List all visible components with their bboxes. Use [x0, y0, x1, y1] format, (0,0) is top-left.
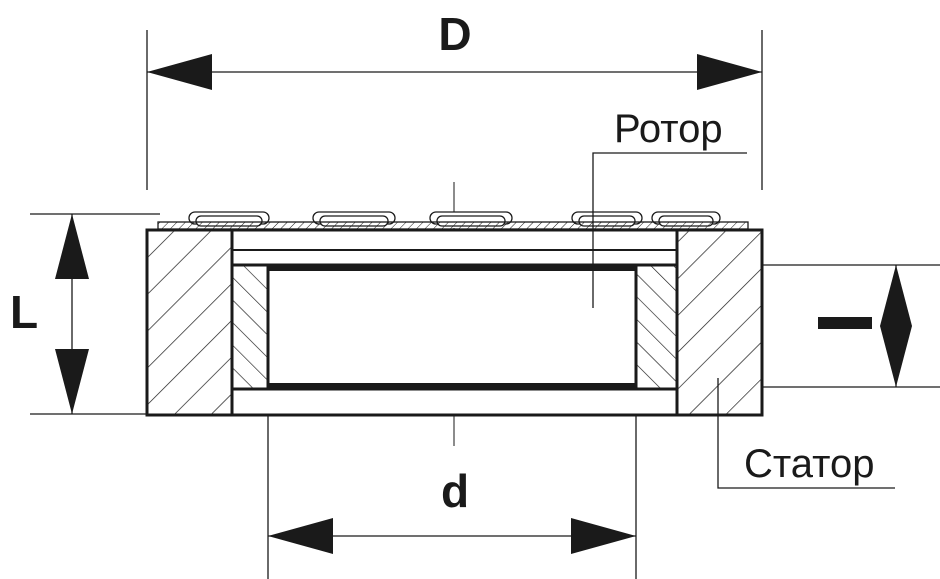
rotor-right-section [634, 263, 679, 391]
label-stator: Статор [744, 442, 875, 486]
dimension-stator-length: L [10, 214, 89, 414]
rotor-left-section [230, 263, 270, 391]
callout-rotor: Ротор [592, 107, 747, 308]
extension-lines [30, 30, 940, 579]
label-stator-length: L [10, 286, 38, 338]
top-insulation-strip [157, 221, 749, 230]
dimension-rotor-length [818, 265, 912, 387]
dimension-inner-diameter: d [268, 465, 636, 554]
label-rotor: Ротор [614, 107, 723, 151]
rotor-body [230, 263, 679, 391]
label-inner-diameter: d [441, 465, 469, 517]
dimension-outer-diameter: D [147, 8, 762, 90]
stator-left-section [145, 228, 234, 417]
callout-stator: Статор [717, 378, 895, 489]
label-rotor-length-mark [818, 317, 872, 329]
label-outer-diameter: D [438, 8, 471, 60]
stator-right-section [675, 228, 764, 417]
